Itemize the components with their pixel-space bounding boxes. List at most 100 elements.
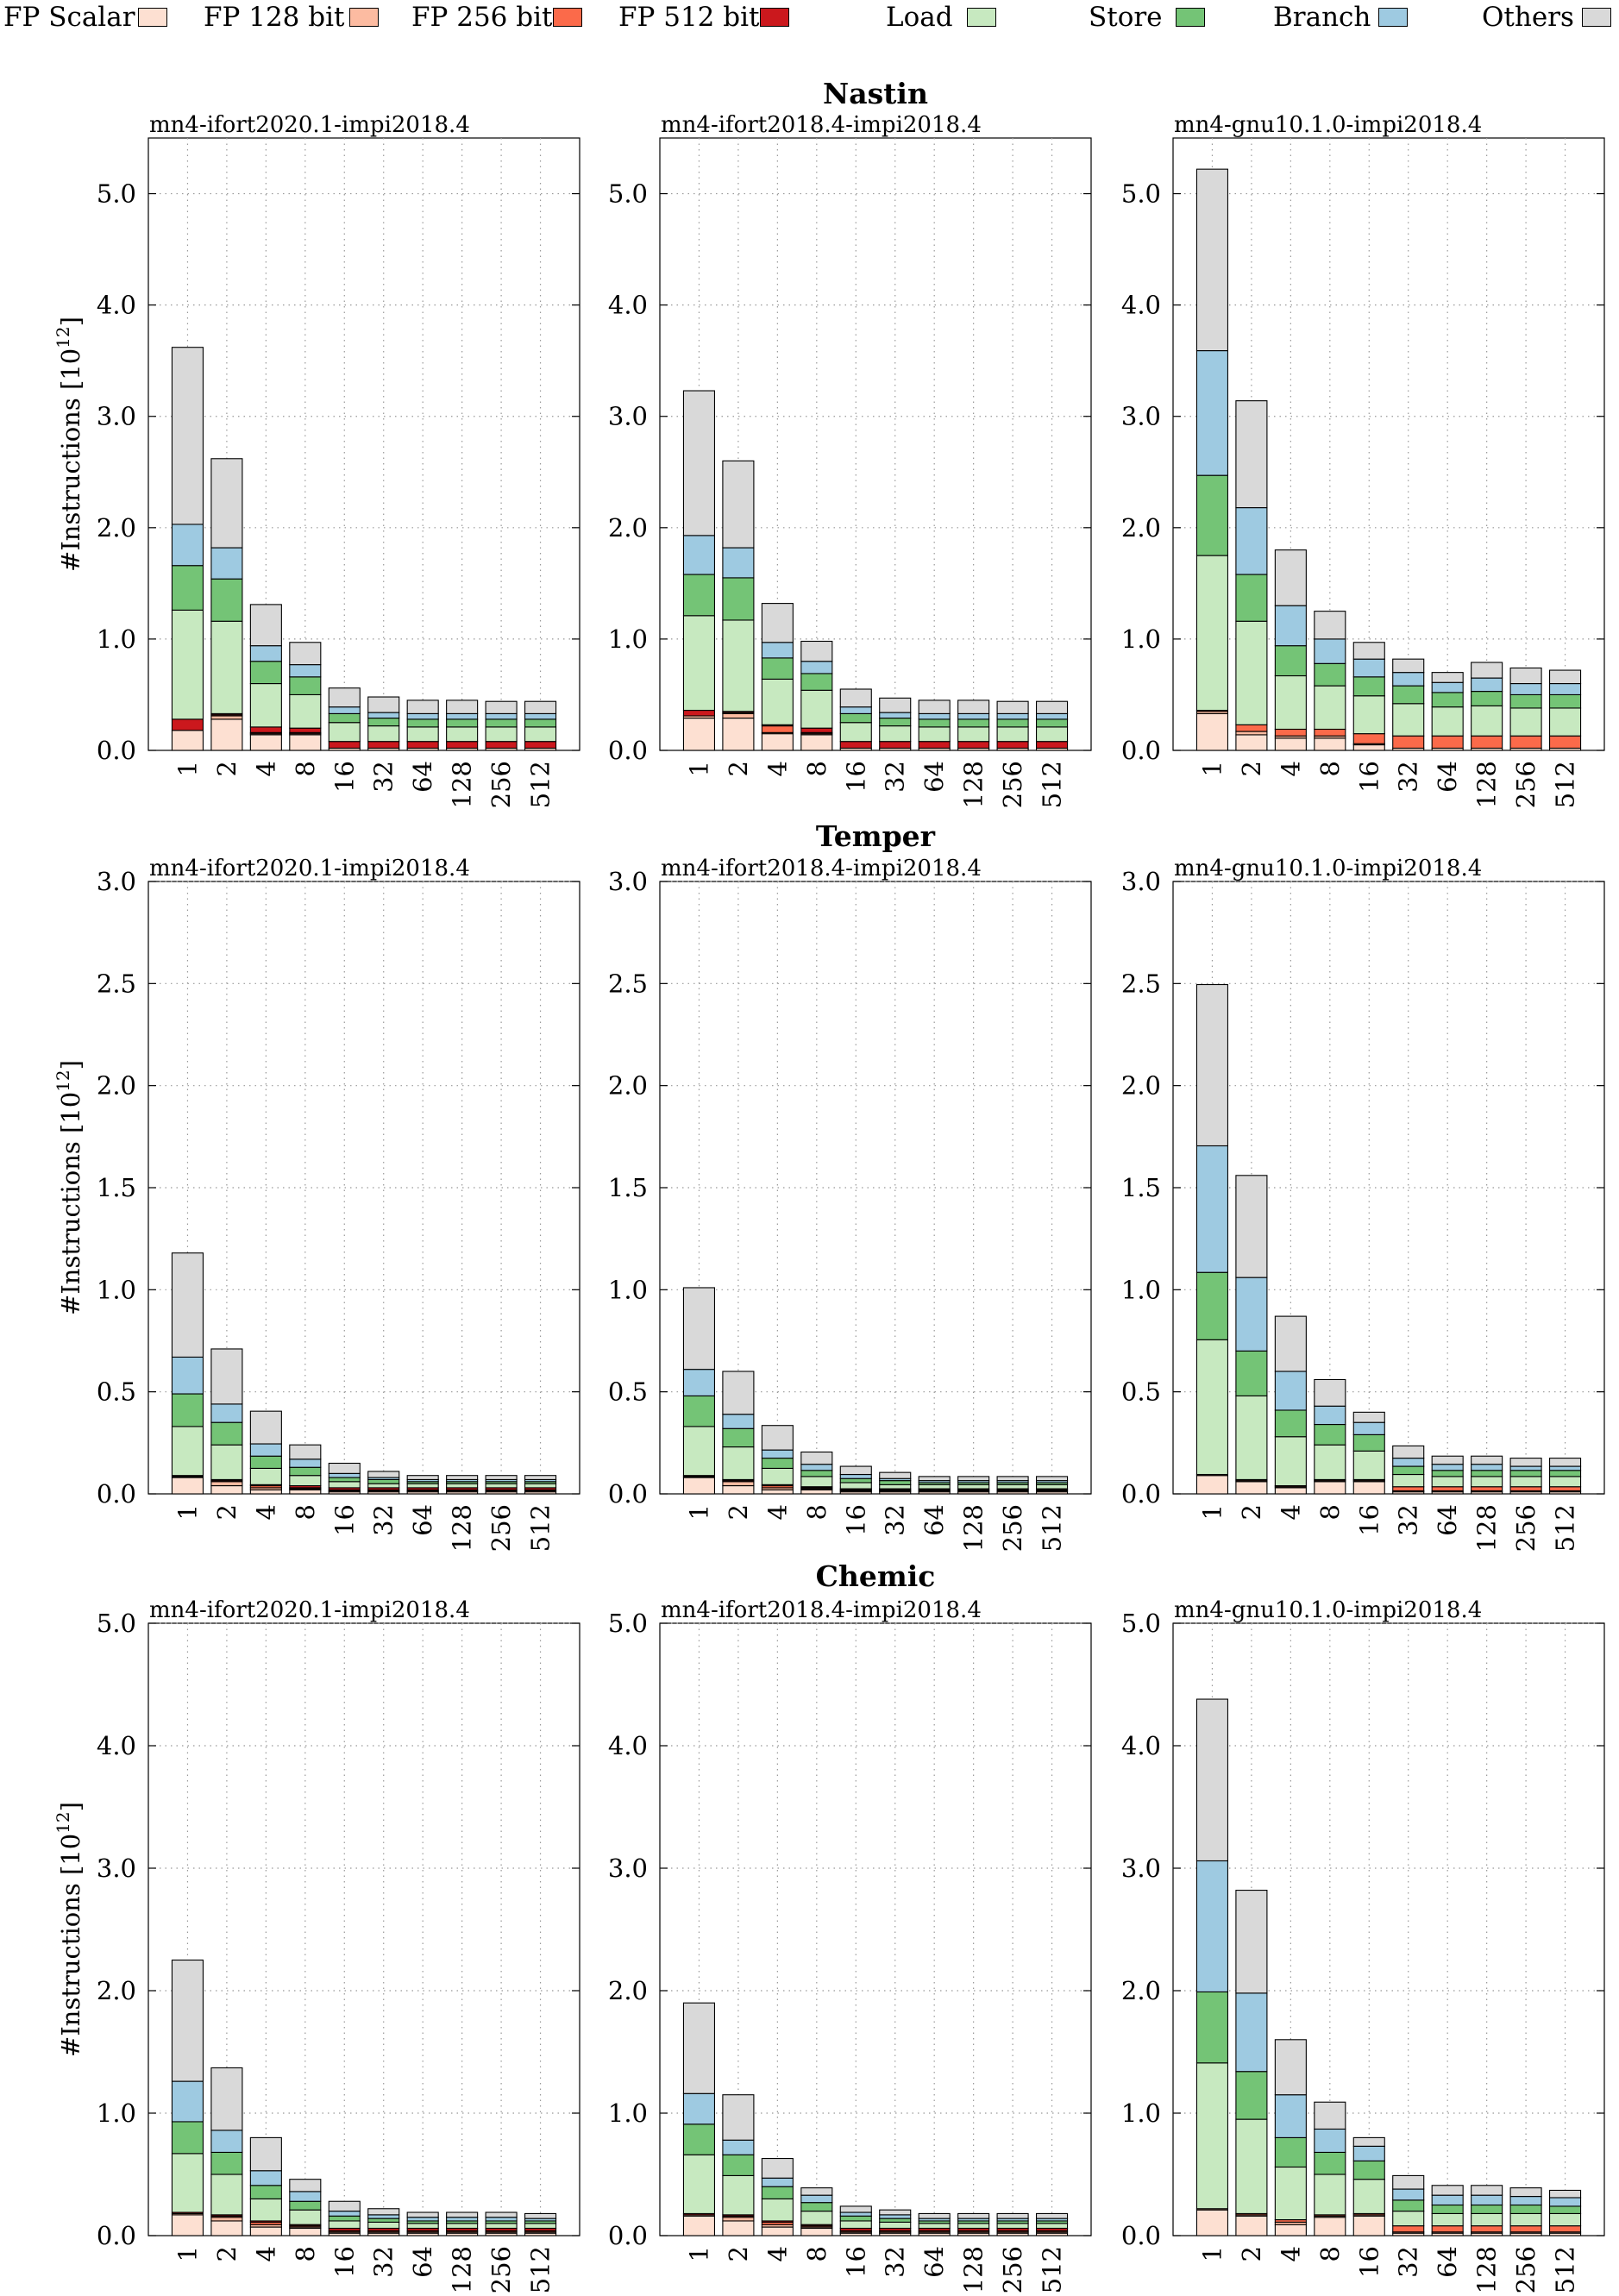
bar-segment-store bbox=[210, 578, 243, 622]
y-tick-label: 2.0 bbox=[608, 1071, 648, 1101]
bar-segment-others bbox=[1195, 1698, 1229, 1862]
bar-segment-load bbox=[1509, 2212, 1542, 2227]
bar-segment-others bbox=[1352, 1411, 1385, 1423]
x-tick-label: 128 bbox=[1472, 761, 1502, 808]
bar-segment-load bbox=[406, 1483, 439, 1489]
row-title-chemic: Chemic bbox=[815, 1559, 936, 1593]
x-tick-label: 8 bbox=[802, 761, 831, 776]
bar-segment-fp-512 bbox=[406, 741, 439, 749]
bar-segment-others bbox=[328, 1462, 361, 1474]
x-tick-label: 1 bbox=[1197, 2246, 1227, 2261]
bar-segment-branch bbox=[761, 642, 794, 659]
y-tick-label: 3.0 bbox=[608, 402, 648, 431]
bar-segment-branch bbox=[289, 664, 322, 678]
bar-segment-others bbox=[1195, 168, 1229, 352]
bar-segment-fp-scalar bbox=[800, 2227, 833, 2236]
x-tick-label: 512 bbox=[1038, 2246, 1067, 2293]
y-tick-label: 5.0 bbox=[608, 179, 648, 209]
bar-32 bbox=[879, 2209, 912, 2236]
bar-segment-others bbox=[1274, 1315, 1307, 1372]
x-tick-label: 64 bbox=[1433, 2246, 1462, 2278]
bar-128 bbox=[446, 1475, 479, 1495]
panel-nastin-2: mn4-ifort2018.4-impi2018.4 0.0 1.0 2.0 3.0 4.… bbox=[608, 112, 1092, 808]
bar-segment-store bbox=[879, 1480, 912, 1485]
y-tick-label: 2.0 bbox=[608, 513, 648, 543]
bar-segment-branch bbox=[722, 1414, 755, 1429]
bar-segment-fp-512 bbox=[839, 741, 872, 749]
bar-64 bbox=[406, 1475, 439, 1495]
bar-segment-fp-256 bbox=[1392, 735, 1425, 749]
bar-512 bbox=[1035, 1476, 1069, 1495]
bar-segment-load bbox=[918, 2223, 951, 2230]
x-tick-label: 256 bbox=[486, 1504, 516, 1552]
x-tick-label: 1 bbox=[684, 761, 713, 776]
bar-64 bbox=[918, 699, 951, 751]
bar-segment-branch bbox=[446, 2217, 479, 2222]
bar-segment-fp-128 bbox=[210, 2217, 243, 2222]
bar-segment-store bbox=[761, 1458, 794, 1469]
x-tick-label: 4 bbox=[1276, 1504, 1305, 1520]
bar-segment-fp-scalar bbox=[1235, 734, 1268, 751]
bar-segment-fp-256 bbox=[1548, 1486, 1582, 1492]
bar-segment-store bbox=[1274, 1409, 1307, 1438]
bar-segment-branch bbox=[1274, 605, 1307, 647]
bar-16 bbox=[1352, 1411, 1385, 1495]
bar-segment-branch bbox=[682, 535, 716, 575]
bar-segment-load bbox=[722, 2174, 755, 2216]
bar-segment-store bbox=[1548, 2205, 1582, 2214]
bar-segment-branch bbox=[1195, 350, 1229, 476]
bar-segment-fp-scalar bbox=[1274, 737, 1307, 751]
bar-segment-others bbox=[171, 347, 204, 525]
bar-segment-load bbox=[800, 1476, 833, 1488]
bar-segment-load bbox=[839, 722, 872, 743]
bar-segment-store bbox=[1035, 718, 1069, 728]
bar-segment-load bbox=[722, 1446, 755, 1480]
bar-segment-load bbox=[210, 620, 243, 714]
bar-segment-branch bbox=[1035, 712, 1069, 720]
y-tick-label: 1.0 bbox=[608, 2098, 648, 2128]
y-tick-label: 3.0 bbox=[1121, 867, 1161, 896]
bar-segment-branch bbox=[210, 2130, 243, 2153]
bar-segment-fp-512 bbox=[289, 727, 322, 733]
bar-segment-branch bbox=[800, 1464, 833, 1471]
bar-segment-store bbox=[1235, 1350, 1268, 1396]
bar-segment-others bbox=[367, 2208, 400, 2216]
bar-segment-others bbox=[1235, 1890, 1268, 1994]
legend: FP Scalar FP 128 bit FP 256 bit FP 512 bit L… bbox=[0, 0, 1619, 35]
y-tick-label: 4.0 bbox=[1121, 291, 1161, 320]
bar-segment-fp-scalar bbox=[1352, 2215, 1385, 2236]
bar-segment-others bbox=[722, 2094, 755, 2141]
bar-256 bbox=[1509, 1458, 1542, 1495]
x-tick-label: 512 bbox=[1551, 1504, 1580, 1552]
bar-256 bbox=[996, 1476, 1029, 1495]
bar-512 bbox=[1035, 700, 1069, 751]
bar-segment-branch bbox=[485, 2217, 518, 2222]
bar-128 bbox=[446, 699, 479, 751]
bar-segment-store bbox=[839, 712, 872, 724]
bar-segment-others bbox=[249, 2136, 282, 2172]
bar-segment-fp-scalar bbox=[761, 1489, 794, 1495]
x-tick-label: 128 bbox=[448, 1504, 477, 1552]
bar-segment-store bbox=[1431, 692, 1464, 708]
x-tick-label: 64 bbox=[408, 2246, 437, 2278]
bar-segment-store bbox=[1195, 1271, 1229, 1340]
panel-title: mn4-gnu10.1.0-impi2018.4 bbox=[1174, 856, 1482, 881]
bar-segment-fp-512 bbox=[171, 718, 204, 731]
bar-16 bbox=[839, 2205, 872, 2236]
bar-segment-load bbox=[406, 2223, 439, 2230]
bar-segment-load bbox=[1035, 2223, 1069, 2230]
bar-segment-store bbox=[1548, 693, 1582, 709]
bar-segment-store bbox=[1195, 1991, 1229, 2064]
bar-segment-branch bbox=[171, 524, 204, 567]
bar-segment-store bbox=[1471, 2204, 1503, 2214]
bar-segment-fp-512 bbox=[879, 741, 912, 749]
bar-64 bbox=[1431, 2185, 1464, 2236]
bar-segment-fp-256 bbox=[1235, 724, 1268, 732]
y-tick-label: 4.0 bbox=[608, 291, 648, 320]
bar-segment-branch bbox=[1352, 658, 1385, 678]
bar-segment-branch bbox=[210, 547, 243, 580]
bar-segment-load bbox=[957, 1484, 990, 1490]
bar-segment-others bbox=[839, 688, 872, 708]
x-tick-label: 64 bbox=[919, 2246, 949, 2278]
bar-segment-fp-512 bbox=[918, 741, 951, 749]
